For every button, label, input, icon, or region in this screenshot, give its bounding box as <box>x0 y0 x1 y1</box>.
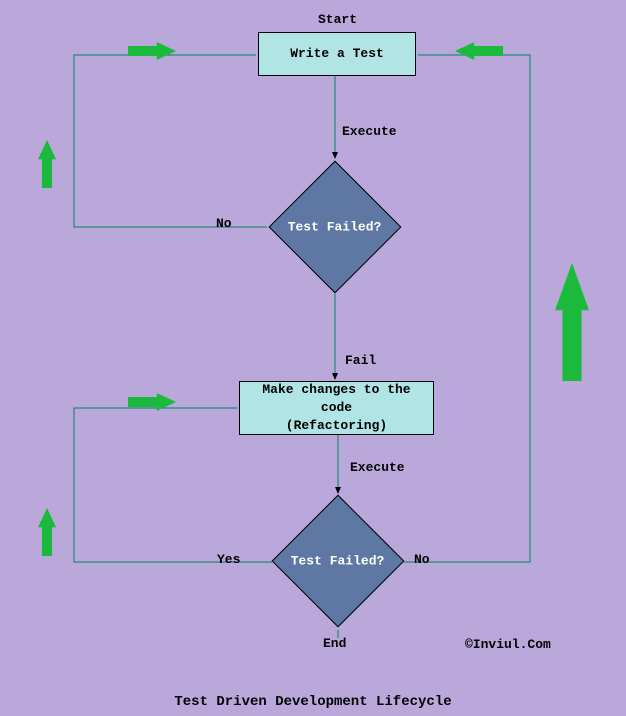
flowchart-canvas: Start Write a Test Execute Test Failed? … <box>0 0 626 716</box>
edge-label-yes: Yes <box>217 552 240 567</box>
connector-lines <box>0 0 626 716</box>
start-label: Start <box>318 12 357 27</box>
node-test-failed-1: Test Failed? <box>269 161 402 294</box>
end-label: End <box>323 636 346 651</box>
edge-label-execute-1: Execute <box>342 124 397 139</box>
decorative-arrow-4 <box>38 508 74 574</box>
decorative-arrow-3 <box>128 393 194 429</box>
edge-label-fail: Fail <box>345 353 376 368</box>
node-write-test-label: Write a Test <box>290 45 384 63</box>
copyright-text: ©Inviul.Com <box>465 637 551 652</box>
edge-label-no-1: No <box>216 216 232 231</box>
decorative-arrow-2 <box>38 140 74 206</box>
node-test-failed-2-label: Test Failed? <box>291 554 385 569</box>
node-make-changes: Make changes to the code (Refactoring) <box>239 381 434 435</box>
node-test-failed-2: Test Failed? <box>272 495 405 628</box>
decorative-arrow-0 <box>128 42 194 78</box>
node-make-changes-label: Make changes to the code (Refactoring) <box>244 381 429 436</box>
edge-label-execute-2: Execute <box>350 460 405 475</box>
decorative-arrow-5 <box>555 263 607 399</box>
node-write-test: Write a Test <box>258 32 416 76</box>
node-test-failed-1-label: Test Failed? <box>288 220 382 235</box>
caption-text: Test Driven Development Lifecycle <box>0 694 626 710</box>
edge-label-no-2: No <box>414 552 430 567</box>
decorative-arrow-1 <box>455 42 521 78</box>
